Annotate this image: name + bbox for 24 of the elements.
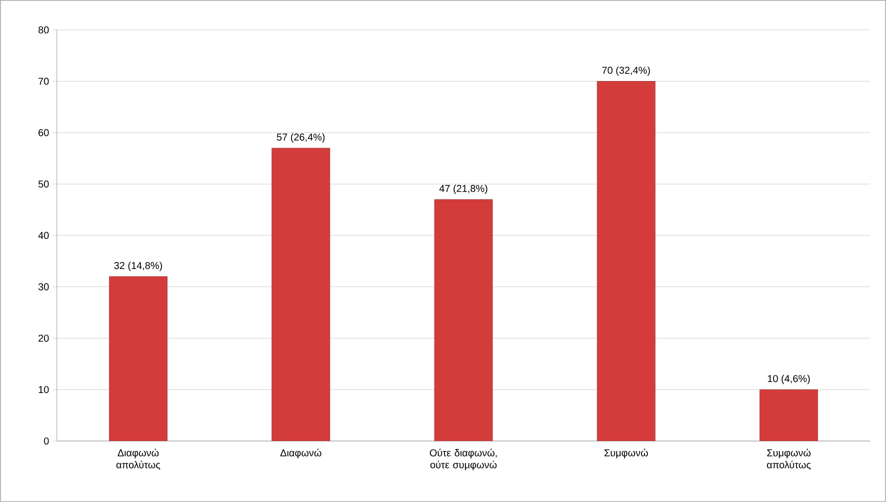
- bar: [760, 389, 818, 442]
- y-tick-label: 80: [38, 26, 49, 34]
- x-tick-label: Ούτε διαφωνώ, ούτε συμφωνώ: [430, 448, 497, 470]
- x-tick-label: Διαφωνώ: [280, 448, 322, 458]
- y-tick-label: 10: [38, 386, 49, 394]
- data-label: 47 (21,8%): [439, 184, 488, 194]
- y-tick-label: 20: [38, 334, 49, 342]
- y-tick-label: 70: [38, 78, 49, 85]
- y-tick-label: 50: [38, 180, 49, 188]
- x-tick-label: Διαφωνώ απολύτως: [116, 448, 160, 470]
- bar: [596, 81, 656, 442]
- data-label: 32 (14,8%): [114, 262, 162, 272]
- data-label: 10 (4,6%): [768, 374, 810, 384]
- x-tick-label: Συμφωνώ απολύτως: [767, 448, 811, 470]
- x-tick-label: Συμφωνώ: [604, 448, 648, 458]
- bar: [434, 199, 493, 442]
- y-tick-label: 0: [44, 438, 49, 445]
- y-tick-label: 60: [38, 129, 49, 136]
- data-label: 57 (26,4%): [276, 133, 325, 143]
- bar: [109, 276, 168, 442]
- data-label: 70 (32,4%): [602, 66, 650, 76]
- y-tick-label: 30: [38, 283, 49, 290]
- y-tick-label: 40: [38, 232, 49, 240]
- bar: [272, 148, 330, 442]
